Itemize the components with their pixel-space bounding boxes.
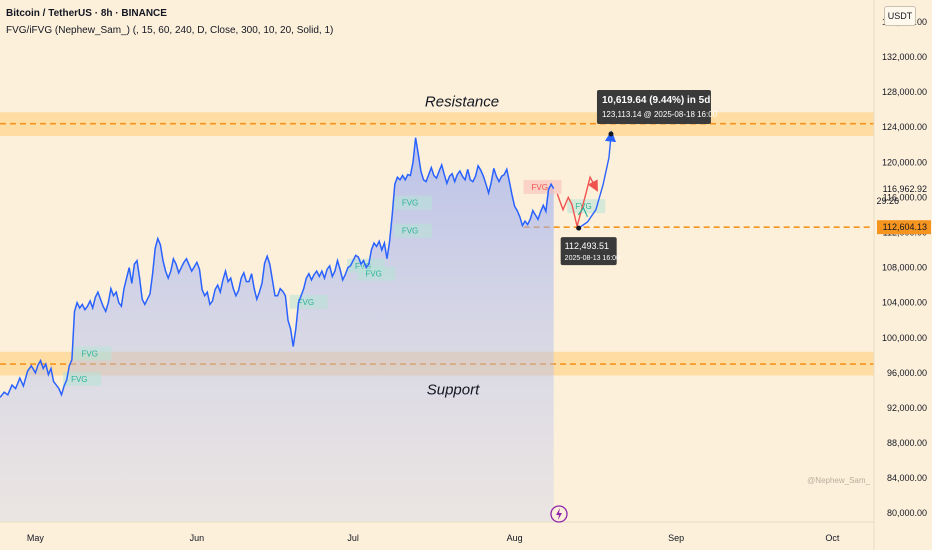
- y-tick-label: 116,000.00: [883, 192, 927, 202]
- fvg-box: [393, 195, 432, 210]
- x-tick-label: Sep: [668, 533, 684, 543]
- y-tick-label: 124,000.00: [882, 122, 927, 132]
- currency-button[interactable]: USDT: [884, 6, 916, 26]
- y-axis: 80,000.00 84,000.00 88,000.00 92,000.00 96,0…: [873, 0, 927, 550]
- lightning-glyph: [556, 508, 562, 520]
- projection-zigzag-red: [556, 175, 598, 227]
- chart-title: Bitcoin / TetherUS · 8h · BINANCE: [6, 8, 167, 19]
- area-fill-layer: [0, 137, 554, 522]
- level-price-label: 112,604.13: [883, 222, 927, 232]
- price-area-fill: [0, 137, 554, 522]
- y-tick-label: 88,000.00: [887, 438, 927, 448]
- projection-start-dot: [576, 225, 582, 231]
- low-tooltip-line2: 2025-08-13 16:00: [565, 255, 620, 262]
- x-tick-label: Aug: [507, 533, 523, 543]
- low-tooltip-line1: 112,493.51: [565, 241, 609, 251]
- fvg-box: [289, 294, 328, 309]
- y-tick-label: 120,000.00: [882, 157, 927, 167]
- fvg-box: [357, 266, 396, 281]
- fvg-label: FVG: [575, 202, 591, 211]
- y-tick-label: 104,000.00: [882, 298, 927, 308]
- watermark: @Nephew_Sam_: [807, 476, 870, 485]
- countdown-label: 29:26: [876, 196, 899, 206]
- y-tick-label: 108,000.00: [882, 263, 927, 273]
- projection-zigzag-green: [577, 206, 589, 217]
- x-tick-label: May: [27, 533, 45, 543]
- fvg-label: FVG: [82, 350, 98, 359]
- target-tooltip: [596, 89, 711, 124]
- price-line: [0, 137, 555, 398]
- support-label: Support: [427, 381, 480, 398]
- x-tick-label: Oct: [825, 533, 840, 543]
- annotations-layer: Resistance Support 10,619.64 (9.44%) in 5d…: [425, 89, 931, 523]
- indicator-legend[interactable]: FVG/iFVG (Nephew_Sam_) (, 15, 60, 240, D…: [6, 25, 334, 36]
- fvg-box: [523, 179, 562, 194]
- y-tick-label: 92,000.00: [887, 403, 927, 413]
- y-tick-label: 96,000.00: [887, 368, 927, 378]
- projection-end-dot: [608, 131, 614, 137]
- fvg-label: FVG: [365, 270, 381, 279]
- y-tick-label: 132,000.00: [882, 52, 927, 62]
- fvg-box: [63, 371, 102, 386]
- resistance-label: Resistance: [425, 93, 499, 110]
- price-line-layer: [0, 137, 555, 398]
- low-tooltip: [560, 237, 617, 266]
- fvg-label: FVG: [298, 298, 314, 307]
- x-tick-label: Jul: [347, 533, 359, 543]
- y-tick-label: 100,000.00: [882, 333, 927, 343]
- target-tooltip-line1: 10,619.64 (9.44%) in 5d: [602, 95, 710, 106]
- y-tick-label: 80,000.00: [887, 508, 927, 518]
- fvg-label: FVG: [71, 375, 87, 384]
- x-axis: May Jun Jul Aug Sep Oct: [0, 521, 874, 543]
- fvg-label: FVG: [355, 262, 371, 271]
- fvg-label: FVG: [532, 183, 548, 192]
- fvg-box: [393, 223, 432, 238]
- fvg-box: [73, 346, 112, 361]
- x-tick-label: Jun: [190, 533, 205, 543]
- fvg-label: FVG: [402, 227, 418, 236]
- projection-layer: [556, 130, 617, 231]
- target-tooltip-line2: 123,113.14 @ 2025-08-18 16:00: [602, 110, 718, 119]
- projection-arrow-blue: [578, 130, 617, 229]
- level-price-badge: [877, 220, 931, 235]
- current-price-label: 116,962.92: [883, 184, 927, 194]
- fvg-label: FVG: [402, 199, 418, 208]
- y-tick-label: 128,000.00: [882, 87, 927, 97]
- y-tick-label: 84,000.00: [887, 473, 927, 483]
